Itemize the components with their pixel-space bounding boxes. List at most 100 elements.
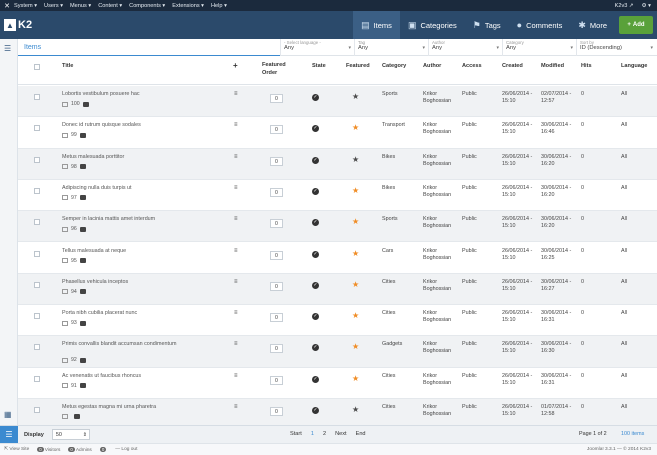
author-link[interactable]: Krikor Boghossian <box>423 184 452 198</box>
filter-select-1[interactable]: Tag Any ▾ <box>354 39 428 56</box>
author-link[interactable]: Krikor Boghossian <box>423 153 452 167</box>
table-row[interactable]: Phasellus vehicula inceptos 94 ≡ 0 ✓ ★ Cities K… <box>18 273 657 306</box>
item-title-link[interactable]: Adipiscing nulla duis turpis ut <box>62 184 132 191</box>
preview-icon[interactable] <box>62 195 68 201</box>
k2-logo[interactable]: ▲ K2 <box>0 19 60 31</box>
category-link[interactable]: Bikes <box>382 153 396 160</box>
featured-order-input[interactable]: 0 <box>270 375 283 385</box>
row-checkbox[interactable] <box>34 187 40 194</box>
featured-order-input[interactable]: 0 <box>270 281 283 291</box>
view-site-link[interactable]: ⇱ View Site <box>4 447 30 452</box>
preview-icon[interactable] <box>62 226 68 232</box>
pagination-item[interactable]: Start <box>290 431 302 437</box>
col-hits[interactable]: Hits <box>581 63 592 69</box>
featured-order-input[interactable]: 0 <box>270 125 283 135</box>
featured-star-icon[interactable]: ★ <box>352 248 360 258</box>
author-link[interactable]: Krikor Boghossian <box>423 404 452 417</box>
item-title-link[interactable]: Phasellus vehicula inceptos <box>62 278 129 285</box>
category-link[interactable]: Cities <box>382 404 396 410</box>
logout-link[interactable]: — Log out <box>115 447 138 452</box>
add-column-icon[interactable]: + <box>233 61 238 70</box>
row-checkbox[interactable] <box>34 125 40 132</box>
preview-icon[interactable] <box>62 132 68 138</box>
drag-handle-icon[interactable]: ≡ <box>234 184 238 191</box>
preview-icon[interactable] <box>62 414 68 419</box>
admin-menu-item[interactable]: Content ▾ <box>98 3 122 9</box>
published-check-icon[interactable]: ✓ <box>312 156 319 164</box>
category-link[interactable]: Sports <box>382 91 398 97</box>
messages-badge[interactable]: 0 <box>99 446 107 452</box>
item-title-link[interactable]: Tellus malesuada at neque <box>62 247 127 254</box>
category-link[interactable]: Sports <box>382 216 398 223</box>
featured-star-icon[interactable]: ★ <box>352 217 360 227</box>
filter-select-0[interactable]: - Select language - Any ▾ <box>280 39 354 56</box>
row-checkbox[interactable] <box>34 219 40 226</box>
preview-icon[interactable] <box>62 320 68 326</box>
row-checkbox[interactable] <box>34 250 40 257</box>
author-link[interactable]: Krikor Boghossian <box>423 372 452 386</box>
table-row[interactable]: Tellus malesuada at neque 95 ≡ 0 ✓ ★ Cars Kriko… <box>18 243 657 274</box>
tab-tags[interactable]: ⚑ Tags <box>465 11 509 39</box>
row-checkbox[interactable] <box>34 94 40 100</box>
pagination-item[interactable]: Next <box>335 431 347 437</box>
category-link[interactable]: Gadgets <box>382 341 403 348</box>
col-state[interactable]: State <box>312 63 326 69</box>
featured-order-input[interactable]: 0 <box>270 344 283 354</box>
joomla-logo-icon[interactable]: ✕ <box>4 2 10 10</box>
item-title-link[interactable]: Porta nibh cubilia placerat nunc <box>62 310 138 317</box>
item-title-link[interactable]: Ac venenatis ut faucibus rhoncus <box>62 372 142 379</box>
col-access[interactable]: Access <box>462 63 482 69</box>
preview-icon[interactable] <box>62 289 68 295</box>
author-link[interactable]: Krikor Boghossian <box>423 278 452 292</box>
table-row[interactable]: Semper in lacinia mattis amet interdum 96… <box>18 211 657 243</box>
user-menu-button[interactable]: ⚙ ▾ <box>641 2 651 9</box>
featured-order-input[interactable]: 0 <box>270 219 283 229</box>
table-row[interactable]: Metus malesuada porttitor 98 ≡ 0 ✓ ★ Bikes Krik… <box>18 148 657 180</box>
admin-menu-item[interactable]: Components ▾ <box>129 3 165 9</box>
featured-star-icon[interactable]: ★ <box>352 279 360 289</box>
category-link[interactable]: Cars <box>382 247 394 254</box>
drag-handle-icon[interactable]: ≡ <box>234 310 238 317</box>
table-row[interactable]: Lobortis vestibulum posuere hac 100 ≡ 0 ✓ ★ Sp… <box>18 86 657 118</box>
drag-handle-icon[interactable]: ≡ <box>234 153 238 160</box>
published-check-icon[interactable]: ✓ <box>312 187 319 195</box>
featured-order-input[interactable]: 0 <box>270 187 283 197</box>
table-row[interactable]: Porta nibh cubilia placerat nunc 93 ≡ 0 ✓ ★ Ci… <box>18 305 657 337</box>
drag-handle-icon[interactable]: ≡ <box>234 278 238 285</box>
item-title-link[interactable]: Donec id rutrum quisque sodales <box>62 122 141 129</box>
table-row[interactable]: Adipiscing nulla duis turpis ut 97 ≡ 0 ✓ ★ Bik… <box>18 180 657 212</box>
drag-handle-icon[interactable]: ≡ <box>234 122 238 129</box>
featured-star-icon[interactable]: ★ <box>352 373 360 383</box>
published-check-icon[interactable]: ✓ <box>312 94 319 101</box>
pagination-item[interactable]: 1 <box>310 431 314 437</box>
author-link[interactable]: Krikor Boghossian <box>423 91 452 104</box>
row-checkbox[interactable] <box>34 156 40 163</box>
published-check-icon[interactable]: ✓ <box>312 281 319 289</box>
published-check-icon[interactable]: ✓ <box>312 313 319 321</box>
table-row[interactable]: Donec id rutrum quisque sodales 99 ≡ 0 ✓ ★ Tra… <box>18 117 657 149</box>
preview-icon[interactable] <box>62 164 68 170</box>
tab-categories[interactable]: ▣ Categories <box>400 11 465 39</box>
admin-menu-item[interactable]: Users ▾ <box>44 3 63 9</box>
author-link[interactable]: Krikor Boghossian <box>423 247 452 261</box>
filter-select-2[interactable]: Author Any ▾ <box>428 39 502 56</box>
col-author[interactable]: Author <box>423 63 442 69</box>
col-featured[interactable]: Featured <box>346 63 370 69</box>
row-checkbox[interactable] <box>34 407 40 413</box>
drag-handle-icon[interactable]: ≡ <box>234 216 238 223</box>
featured-star-icon[interactable]: ★ <box>352 311 360 321</box>
featured-order-input[interactable]: 0 <box>270 250 283 260</box>
category-link[interactable]: Bikes <box>382 184 396 191</box>
featured-order-input[interactable]: 0 <box>270 407 283 416</box>
author-link[interactable]: Krikor Boghossian <box>423 310 452 324</box>
table-row[interactable]: Ac venenatis ut faucibus rhoncus 91 ≡ 0 ✓ ★ Ci… <box>18 368 657 399</box>
preview-icon[interactable] <box>62 101 68 107</box>
featured-star-icon[interactable]: ★ <box>352 185 360 195</box>
col-title[interactable]: Title <box>62 63 74 69</box>
tab-comments[interactable]: ● Comments <box>509 11 571 39</box>
row-checkbox[interactable] <box>34 375 40 382</box>
admin-menu-item[interactable]: System ▾ <box>14 3 37 9</box>
row-checkbox[interactable] <box>34 313 40 320</box>
row-checkbox[interactable] <box>34 281 40 288</box>
unfeatured-star-icon[interactable]: ★ <box>352 405 360 414</box>
